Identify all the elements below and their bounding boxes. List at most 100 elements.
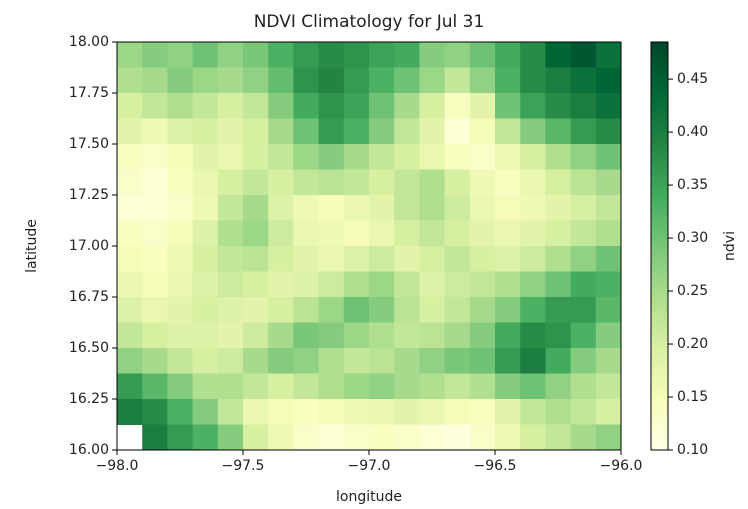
heatmap-cell — [394, 424, 420, 451]
heatmap-cell — [142, 322, 168, 349]
heatmap-cell — [217, 297, 244, 323]
heatmap-cell — [268, 67, 294, 94]
x-tick-label: −97.0 — [348, 458, 391, 474]
heatmap-cell — [243, 271, 269, 298]
heatmap-cell — [142, 297, 168, 323]
heatmap-cell — [570, 67, 597, 94]
heatmap-cell — [495, 93, 521, 119]
heatmap-cell — [217, 118, 244, 145]
heatmap-cell — [444, 322, 471, 349]
colorbar-tick-label: 0.35 — [677, 177, 708, 193]
heatmap-cell — [343, 169, 370, 196]
heatmap-cell — [167, 42, 194, 68]
colorbar-tick-label: 0.25 — [677, 283, 708, 299]
colorbar-tick-label: 0.20 — [677, 336, 708, 352]
heatmap-cell — [293, 67, 320, 94]
heatmap-cell — [318, 373, 345, 400]
heatmap-cell — [293, 220, 320, 247]
heatmap-cell — [545, 118, 572, 145]
heatmap-cell — [343, 297, 370, 323]
heatmap-cell — [167, 93, 194, 119]
heatmap-cell — [495, 271, 521, 298]
heatmap-cell — [419, 297, 446, 323]
heatmap-cell — [217, 348, 244, 374]
heatmap-cell — [520, 271, 546, 298]
heatmap-cell — [343, 220, 370, 247]
heatmap-cell — [369, 348, 395, 374]
heatmap-cell — [117, 93, 143, 119]
heatmap-cell — [595, 399, 622, 425]
heatmap-cell — [117, 399, 143, 425]
heatmap-cell — [545, 322, 572, 349]
heatmap-cell — [142, 118, 168, 145]
heatmap-cell — [142, 373, 168, 400]
heatmap-cell — [394, 93, 420, 119]
heatmap-cell — [469, 424, 496, 451]
heatmap-cell — [318, 271, 345, 298]
heatmap-cell — [545, 93, 572, 119]
heatmap-cell — [268, 373, 294, 400]
heatmap-cell — [217, 271, 244, 298]
heatmap-cell — [520, 246, 546, 272]
heatmap-cell — [520, 169, 546, 196]
heatmap-cell — [268, 144, 294, 170]
y-tick-label: 17.25 — [69, 187, 109, 203]
heatmap-cell — [318, 399, 345, 425]
heatmap-cell — [444, 348, 471, 374]
x-tick-label: −96.0 — [600, 458, 643, 474]
heatmap-cell — [495, 246, 521, 272]
heatmap-cell — [343, 195, 370, 221]
heatmap-cell — [469, 271, 496, 298]
heatmap-cell — [117, 67, 143, 94]
heatmap-cell — [570, 271, 597, 298]
heatmap-cell — [419, 195, 446, 221]
y-tick-label: 16.00 — [69, 442, 109, 458]
heatmap-cell — [369, 246, 395, 272]
heatmap-cell — [217, 169, 244, 196]
heatmap-cell — [444, 195, 471, 221]
heatmap-cell — [318, 195, 345, 221]
heatmap-cell — [167, 220, 194, 247]
heatmap-cell — [520, 118, 546, 145]
heatmap-cell — [444, 144, 471, 170]
heatmap-cell — [268, 220, 294, 247]
colorbar-tick-label: 0.30 — [677, 230, 708, 246]
heatmap-cell — [369, 220, 395, 247]
heatmap-cell — [595, 297, 622, 323]
heatmap-cell — [293, 322, 320, 349]
heatmap-cell — [394, 246, 420, 272]
heatmap-cell — [268, 399, 294, 425]
heatmap-cell — [545, 271, 572, 298]
heatmap-cell — [293, 42, 320, 68]
heatmap-cell — [394, 322, 420, 349]
heatmap-cell — [318, 169, 345, 196]
heatmap-cell — [570, 195, 597, 221]
heatmap-cell — [343, 322, 370, 349]
heatmap-cell — [394, 169, 420, 196]
heatmap-cell — [520, 322, 546, 349]
heatmap-cell — [268, 424, 294, 451]
heatmap-cell — [369, 67, 395, 94]
heatmap-cell — [142, 169, 168, 196]
heatmap-cell — [419, 93, 446, 119]
heatmap-cell — [444, 373, 471, 400]
heatmap-cell — [394, 67, 420, 94]
heatmap-cell — [495, 399, 521, 425]
heatmap-cell — [192, 93, 219, 119]
heatmap-cell — [545, 195, 572, 221]
heatmap-cell — [268, 271, 294, 298]
heatmap-cell — [243, 144, 269, 170]
heatmap-cell — [243, 67, 269, 94]
heatmap-cell — [117, 246, 143, 272]
heatmap-cell — [343, 42, 370, 68]
heatmap-cell — [318, 93, 345, 119]
heatmap-cell — [570, 93, 597, 119]
heatmap-cell — [343, 424, 370, 451]
heatmap-cell — [469, 93, 496, 119]
heatmap-cell — [117, 118, 143, 145]
heatmap-cell — [192, 322, 219, 349]
heatmap-cell — [268, 93, 294, 119]
heatmap-cell — [419, 118, 446, 145]
heatmap-cell — [595, 424, 622, 451]
heatmap-cell — [495, 297, 521, 323]
